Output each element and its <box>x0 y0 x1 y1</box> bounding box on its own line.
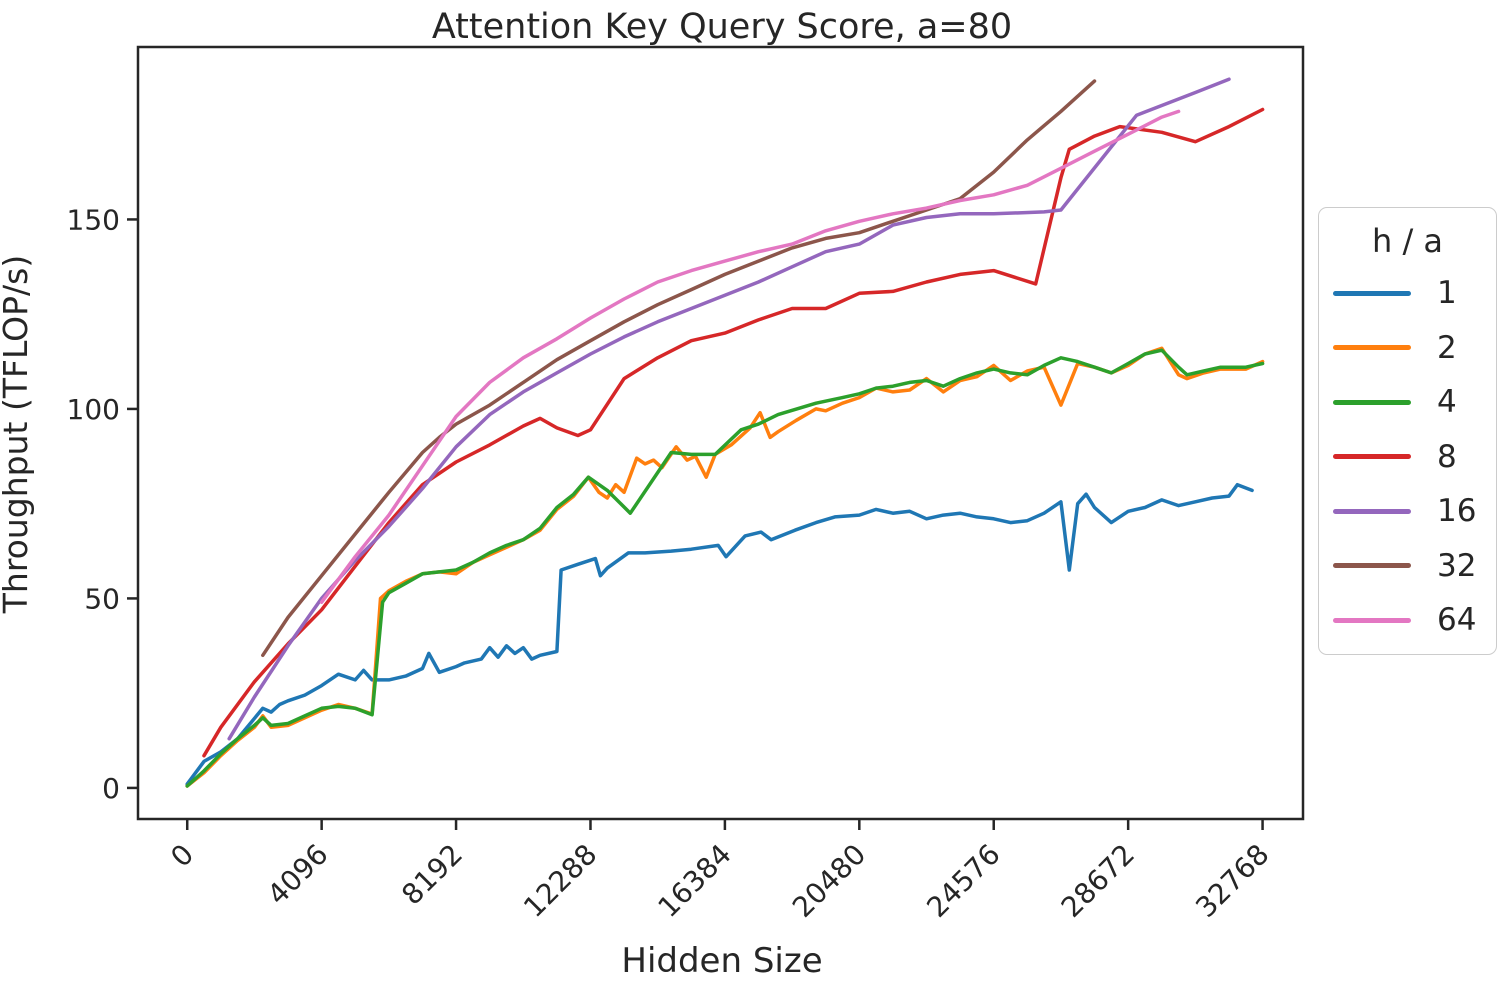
chart-title: Attention Key Query Score, a=80 <box>432 7 1012 47</box>
series-line-16 <box>227 77 1231 741</box>
series-line-1 <box>185 482 1254 786</box>
axes-spines <box>136 45 1305 821</box>
legend-swatch <box>1333 290 1411 296</box>
legend-swatch <box>1333 617 1411 623</box>
x-tick-label: 20480 <box>786 838 872 924</box>
legend-label: 2 <box>1437 329 1457 366</box>
legend-swatch <box>1333 563 1411 569</box>
y-tick-label: 50 <box>84 582 120 615</box>
legend-swatch <box>1333 345 1411 351</box>
legend-swatch <box>1333 399 1411 405</box>
x-tick-label: 0 <box>164 838 200 874</box>
x-tick-label: 12288 <box>517 838 603 924</box>
series-line-32 <box>261 79 1097 658</box>
legend-row: 8 <box>1319 430 1496 485</box>
legend-label: 16 <box>1437 493 1477 530</box>
x-tick-label: 28672 <box>1055 838 1141 924</box>
series-line-8 <box>202 107 1265 758</box>
series-lines <box>185 77 1265 788</box>
y-tick-label: 0 <box>102 772 120 805</box>
legend-rows: 1 2 4 8 16 32 64 <box>1319 266 1496 648</box>
legend-label: 1 <box>1437 275 1457 312</box>
x-tick-label: 32768 <box>1189 838 1275 924</box>
legend-swatch <box>1333 454 1411 460</box>
x-tick-label: 4096 <box>261 838 335 912</box>
legend-row: 2 <box>1319 321 1496 376</box>
axis-ticks: 0 4096 8192 12288 16384 20480 24576 28672 32768 0… <box>67 203 1276 923</box>
legend: h / a 1 2 4 8 16 32 64 <box>1318 207 1497 655</box>
legend-label: 8 <box>1437 438 1457 475</box>
series-line-64 <box>319 109 1181 604</box>
y-tick-label: 100 <box>67 393 120 426</box>
x-tick-label: 16384 <box>652 838 738 924</box>
y-axis-label: Throughput (TFLOP/s) <box>0 255 35 614</box>
x-axis-label: Hidden Size <box>621 941 822 981</box>
y-tick-label: 150 <box>67 203 120 236</box>
legend-title: h / a <box>1371 222 1443 260</box>
legend-row: 16 <box>1319 484 1496 539</box>
legend-label: 4 <box>1437 384 1457 421</box>
legend-label: 64 <box>1437 602 1477 639</box>
series-line-4 <box>185 348 1265 788</box>
legend-row: 32 <box>1319 539 1496 594</box>
legend-row: 1 <box>1319 266 1496 321</box>
legend-row: 64 <box>1319 593 1496 648</box>
x-tick-label: 8192 <box>395 838 469 912</box>
x-tick-label: 24576 <box>920 838 1006 924</box>
legend-label: 32 <box>1437 547 1477 584</box>
legend-swatch <box>1333 508 1411 514</box>
legend-row: 4 <box>1319 375 1496 430</box>
